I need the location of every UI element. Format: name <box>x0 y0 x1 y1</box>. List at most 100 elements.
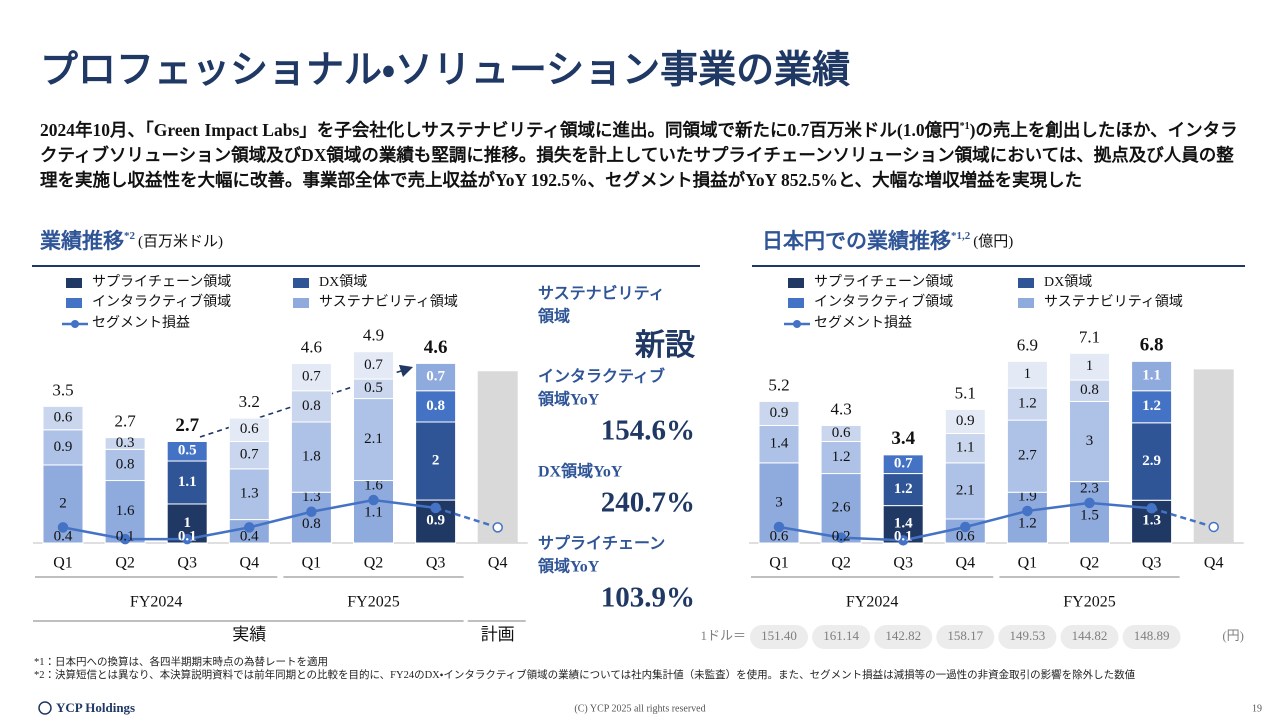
bar-label: 0.8 <box>426 398 445 414</box>
line-point <box>57 522 69 533</box>
line-point <box>897 535 909 546</box>
bar-segment <box>290 362 332 392</box>
line-series-plan <box>435 506 499 529</box>
kpi-label: サプライチェーン <box>538 534 665 553</box>
x-tick-label: Q2 <box>1080 555 1100 572</box>
bar-segment <box>353 351 394 380</box>
bar-label: 1.4 <box>894 516 913 532</box>
bar-label: 0.6 <box>240 421 259 437</box>
total-label: 4.3 <box>830 399 851 418</box>
line-label: 0.6 <box>956 528 975 544</box>
bar-label: 1.1 <box>956 440 975 456</box>
bar-label: 0.6 <box>54 410 73 426</box>
bar-label: 2.9 <box>1142 453 1161 469</box>
legend-label: サプライチェーン領域 <box>814 274 953 290</box>
x-tick-label: Q1 <box>53 555 73 572</box>
fx-rate: 151.40 <box>761 628 797 643</box>
line-label: 1.5 <box>1080 507 1099 523</box>
bar-segment <box>104 437 146 450</box>
bar-label: 2.6 <box>832 500 851 516</box>
bar-label: 0.7 <box>302 369 321 385</box>
line-point <box>430 502 441 514</box>
bar-segment <box>1131 360 1173 392</box>
bar-segment <box>1069 400 1110 483</box>
bar-segment <box>228 441 270 470</box>
total-label: 6.9 <box>1017 335 1038 354</box>
bar-label: 0.8 <box>116 456 135 472</box>
bar-label: 0.7 <box>894 456 913 472</box>
bar-segment <box>882 473 924 507</box>
legend-label: DX領域 <box>1044 274 1092 290</box>
bar-segment <box>1006 491 1048 544</box>
bar-label: 0.7 <box>364 357 383 373</box>
kpi-value: 新設 <box>634 329 696 362</box>
fx-rate: 161.14 <box>823 628 859 643</box>
bar-label: 1.3 <box>302 489 321 505</box>
total-label: 6.8 <box>1140 335 1164 356</box>
x-tick-label: Q2 <box>115 555 135 572</box>
heading-text: 日本円での業績推移 <box>762 229 951 253</box>
total-label: 2.7 <box>175 415 199 436</box>
fx-label: 1ドル＝ <box>700 628 746 643</box>
legend-marker <box>71 320 79 328</box>
bar-label: 0.5 <box>364 380 383 396</box>
group-label: FY2024 <box>130 594 182 611</box>
bar-label: 3 <box>775 494 783 510</box>
bar-label: 2 <box>59 495 67 511</box>
total-label: 3.2 <box>239 392 260 411</box>
page-number: 19 <box>1252 703 1262 714</box>
x-tick-label: Q2 <box>831 555 851 572</box>
total-label: 4.9 <box>363 326 384 345</box>
heading-unit: (億円) <box>973 233 1013 250</box>
legend-swatch <box>1018 298 1034 308</box>
bar-label: 3 <box>1086 433 1094 449</box>
total-label: 4.6 <box>424 337 448 358</box>
line-point <box>1084 497 1095 509</box>
line-point <box>1208 521 1219 533</box>
bar-label: 1.1 <box>1142 367 1161 383</box>
line-label: 0.1 <box>116 528 135 544</box>
bar-segment <box>166 460 208 505</box>
bar-label: 0.8 <box>1080 382 1099 398</box>
fx-rate: 144.82 <box>1072 628 1108 643</box>
bar-label: 0.9 <box>770 405 789 421</box>
bar-segment <box>758 400 800 426</box>
bar-label: 0.5 <box>178 443 197 459</box>
group-label: FY2025 <box>1063 594 1115 611</box>
bar-segment <box>1006 387 1048 421</box>
bar-label: 0.7 <box>426 369 445 385</box>
footnote: *2：決算短信とは異なり、本決算説明資料では前年同期との比較を目的に、FY24の… <box>34 670 1136 681</box>
bar-label: 1.4 <box>770 436 789 452</box>
bar-segment <box>290 491 332 544</box>
legend-swatch <box>66 278 82 288</box>
x-tick-label: Q1 <box>1018 555 1038 572</box>
legend-swatch <box>293 298 309 308</box>
total-label: 4.6 <box>301 337 322 356</box>
plan-bar <box>477 371 518 543</box>
bar-label: 2.3 <box>1080 480 1099 496</box>
x-tick-label: Q2 <box>364 555 384 572</box>
bar-label: 1.8 <box>302 449 321 465</box>
line-point <box>181 533 193 545</box>
bar-label: 1.1 <box>178 474 197 490</box>
total-label: 2.7 <box>114 412 136 431</box>
summary-text: )の売上を創出したほか、インタラクティブソリューション領域及びDX領域の業績も堅… <box>40 119 1238 190</box>
legend-label: サプライチェーン領域 <box>92 274 231 290</box>
line-series-plan <box>1151 507 1215 529</box>
fx-pill <box>998 625 1057 649</box>
line-label: 0.4 <box>240 528 259 544</box>
heading-note: *2 <box>124 230 136 242</box>
fx-pill <box>1122 625 1181 649</box>
line-label: 1.1 <box>364 504 383 520</box>
bar-label: 1.2 <box>1018 396 1037 412</box>
x-tick-label: Q3 <box>426 555 446 572</box>
bar-segment <box>228 417 270 443</box>
summary-note: *1 <box>959 121 970 132</box>
legend-marker <box>793 320 801 328</box>
legend-swatch <box>788 298 804 308</box>
line-point <box>119 533 131 545</box>
line-label: 0.9 <box>426 512 445 528</box>
bar-label: 0.6 <box>832 425 851 441</box>
bar-label: 1.3 <box>240 486 259 502</box>
bar-segment <box>944 408 986 434</box>
